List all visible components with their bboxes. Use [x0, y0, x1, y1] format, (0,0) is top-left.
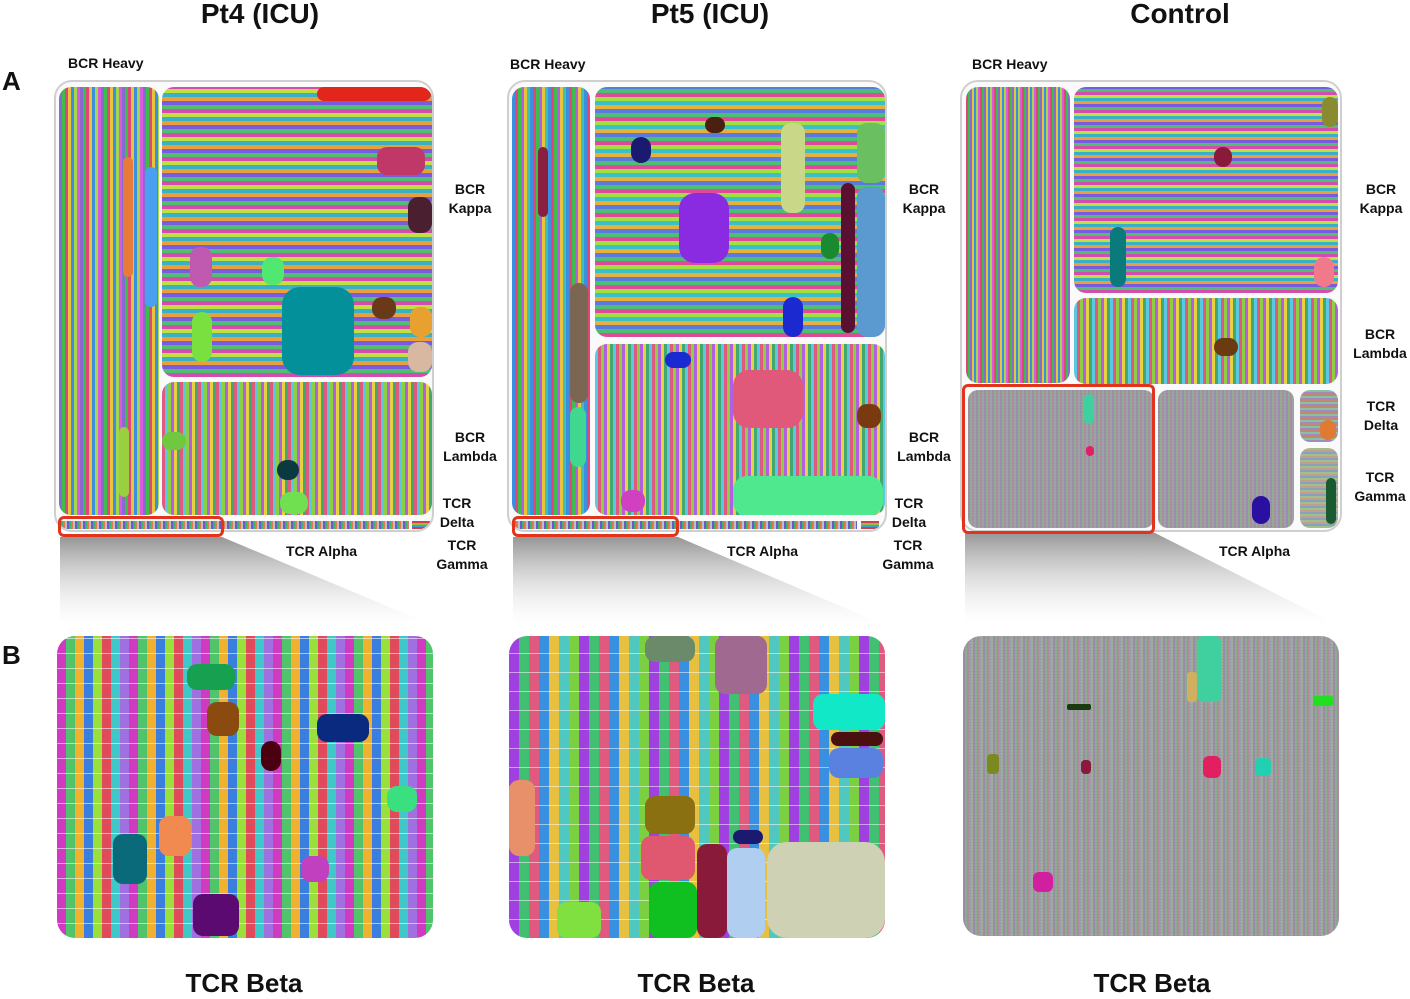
- label-tcr-gamma-pt4: TCR Gamma: [436, 537, 488, 572]
- label-tcr-gamma-pt5: TCR Gamma: [882, 537, 934, 572]
- label-tcr-delta-pt5: TCR Delta: [891, 495, 927, 530]
- region-bcr-lambda-control: [1074, 298, 1338, 384]
- label-bcr-heavy-pt4: BCR Heavy: [68, 55, 144, 71]
- label-tcr-delta-pt4: TCR Delta: [439, 495, 475, 530]
- zoom-cone-control: [965, 532, 1338, 625]
- pt5-purple-clone: [679, 193, 729, 263]
- region-tcr-alpha-pt4: [59, 521, 409, 529]
- label-bcr-kappa-pt4: BCR Kappa: [448, 181, 492, 216]
- pt5-brown-clone: [570, 283, 588, 403]
- treemap-tcr-beta-control: [963, 636, 1339, 936]
- region-tcr-alpha-control: [1158, 390, 1294, 528]
- treemap-control: [960, 80, 1342, 532]
- region-bcr-heavy-control: [966, 87, 1070, 383]
- treemap-pt5: [507, 80, 887, 532]
- region-bcr-kappa-control: [1074, 87, 1338, 293]
- region-bcr-lambda-pt5: [595, 344, 885, 515]
- region-bcr-heavy-pt4: [59, 87, 159, 515]
- region-tcr-delta-gamma-pt5: [861, 521, 879, 529]
- highlight-tcr-beta-pt4: [58, 516, 224, 537]
- label-bcr-heavy-control: BCR Heavy: [972, 56, 1048, 72]
- treemap-tcr-beta-pt5: [509, 636, 885, 938]
- zoom-cone-pt4: [60, 537, 432, 625]
- zoom-cone-pt5: [513, 537, 885, 625]
- region-bcr-heavy-pt5: [512, 87, 590, 515]
- region-tcr-beta-control: [968, 390, 1154, 528]
- region-tcr-gamma-control: [1300, 448, 1338, 528]
- label-bcr-lambda-pt4: BCR Lambda: [443, 429, 497, 464]
- bottom-title-control: TCR Beta: [1093, 968, 1211, 998]
- highlight-tcr-beta-control: [962, 384, 1155, 534]
- label-bcr-lambda-pt5: BCR Lambda: [897, 429, 951, 464]
- bottom-title-pt5: TCR Beta: [637, 968, 755, 998]
- column-title-pt4: Pt4 (ICU): [200, 0, 320, 29]
- panel-letter-a: A: [2, 66, 21, 96]
- panel-letter-b: B: [2, 640, 21, 670]
- region-tcr-delta-gamma-pt4: [412, 521, 430, 529]
- pt4-big-clone: [282, 287, 354, 375]
- treemap-pt4: [54, 80, 434, 532]
- pt5-mint-clone: [733, 476, 883, 515]
- label-bcr-kappa-control: BCR Kappa: [1359, 181, 1403, 216]
- region-bcr-lambda-pt4: [162, 382, 432, 515]
- pt4-red-bar: [317, 87, 431, 101]
- label-tcr-alpha-control: TCR Alpha: [1219, 543, 1291, 559]
- region-tcr-delta-control: [1300, 390, 1338, 442]
- column-title-control: Control: [1130, 0, 1230, 29]
- label-bcr-kappa-pt5: BCR Kappa: [902, 181, 946, 216]
- bottom-title-pt4: TCR Beta: [185, 968, 303, 998]
- label-tcr-alpha-pt5: TCR Alpha: [727, 543, 799, 559]
- label-tcr-alpha-pt4: TCR Alpha: [286, 543, 358, 559]
- column-title-pt5: Pt5 (ICU): [650, 0, 770, 29]
- label-tcr-delta-control: TCR Delta: [1363, 398, 1399, 433]
- region-bcr-kappa-pt5: [595, 87, 885, 337]
- highlight-tcr-beta-pt5: [512, 516, 679, 537]
- region-bcr-kappa-pt4: [162, 87, 432, 377]
- pt5-pink-clone: [733, 370, 803, 428]
- treemap-tcr-beta-pt4: [57, 636, 433, 938]
- label-bcr-heavy-pt5: BCR Heavy: [510, 56, 586, 72]
- label-tcr-gamma-control: TCR Gamma: [1354, 469, 1406, 504]
- label-bcr-lambda-control: BCR Lambda: [1353, 326, 1407, 361]
- region-tcr-alpha-pt5: [512, 521, 857, 529]
